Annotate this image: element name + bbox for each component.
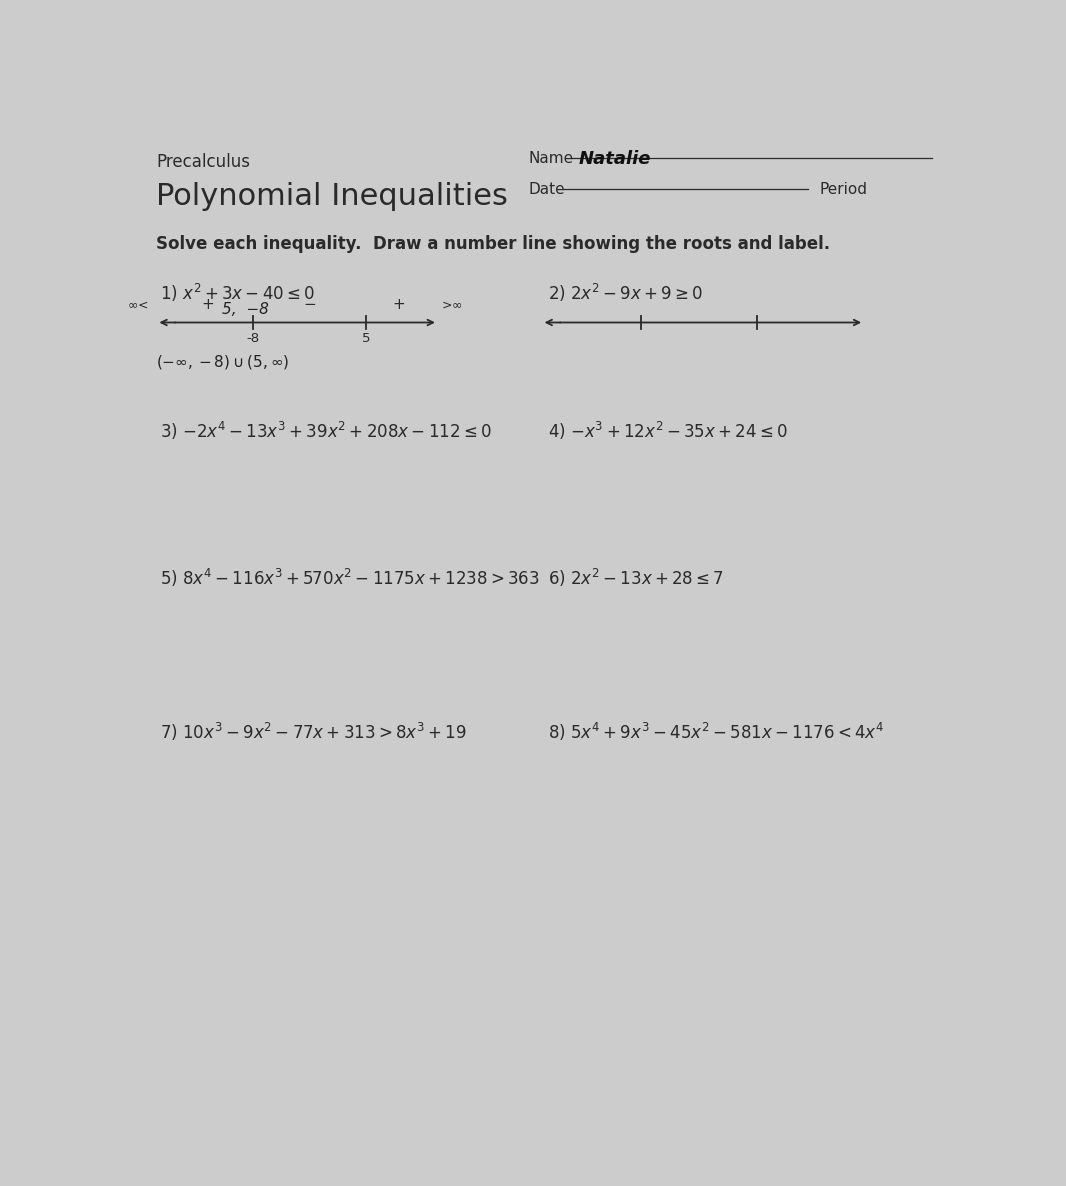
Text: 7) $10x^3-9x^2-77x+313>8x^3+19$: 7) $10x^3-9x^2-77x+313>8x^3+19$ <box>160 721 467 742</box>
Text: 1) $x^2+3x-40\leq 0$: 1) $x^2+3x-40\leq 0$ <box>160 282 316 304</box>
Text: 8) $5x^4+9x^3-45x^2-581x-1176<4x^4$: 8) $5x^4+9x^3-45x^2-581x-1176<4x^4$ <box>548 721 884 742</box>
Text: Natalie: Natalie <box>579 149 651 168</box>
Text: 4) $-x^3+12x^2-35x+24\leq 0$: 4) $-x^3+12x^2-35x+24\leq 0$ <box>548 420 788 442</box>
Text: Solve each inequality.  Draw a number line showing the roots and label.: Solve each inequality. Draw a number lin… <box>157 236 830 254</box>
Text: Date: Date <box>529 181 565 197</box>
Text: −: − <box>303 296 316 312</box>
Text: Period: Period <box>819 181 867 197</box>
Text: +: + <box>201 296 214 312</box>
Text: 5,  −8: 5, −8 <box>223 302 270 318</box>
Text: 5: 5 <box>361 332 370 345</box>
Text: -8: -8 <box>247 332 260 345</box>
Text: 2) $2x^2-9x+9\geq 0$: 2) $2x^2-9x+9\geq 0$ <box>548 282 704 304</box>
Text: 3) $-2x^4-13x^3+39x^2+208x-112\leq 0$: 3) $-2x^4-13x^3+39x^2+208x-112\leq 0$ <box>160 420 492 442</box>
Text: +: + <box>392 296 405 312</box>
Text: 6) $2x^2-13x+28\leq 7$: 6) $2x^2-13x+28\leq 7$ <box>548 567 724 588</box>
Text: Precalculus: Precalculus <box>157 153 251 171</box>
Text: $(-\infty, -8)\cup(5,\infty)$: $(-\infty, -8)\cup(5,\infty)$ <box>157 353 290 371</box>
Text: 5) $8x^4-116x^3+570x^2-1175x+1238>363$: 5) $8x^4-116x^3+570x^2-1175x+1238>363$ <box>160 567 540 588</box>
Text: Polynomial Inequalities: Polynomial Inequalities <box>157 181 508 211</box>
Text: Name: Name <box>529 151 574 166</box>
Text: $\infty$<: $\infty$< <box>127 299 149 312</box>
Text: >$\infty$: >$\infty$ <box>441 299 463 312</box>
